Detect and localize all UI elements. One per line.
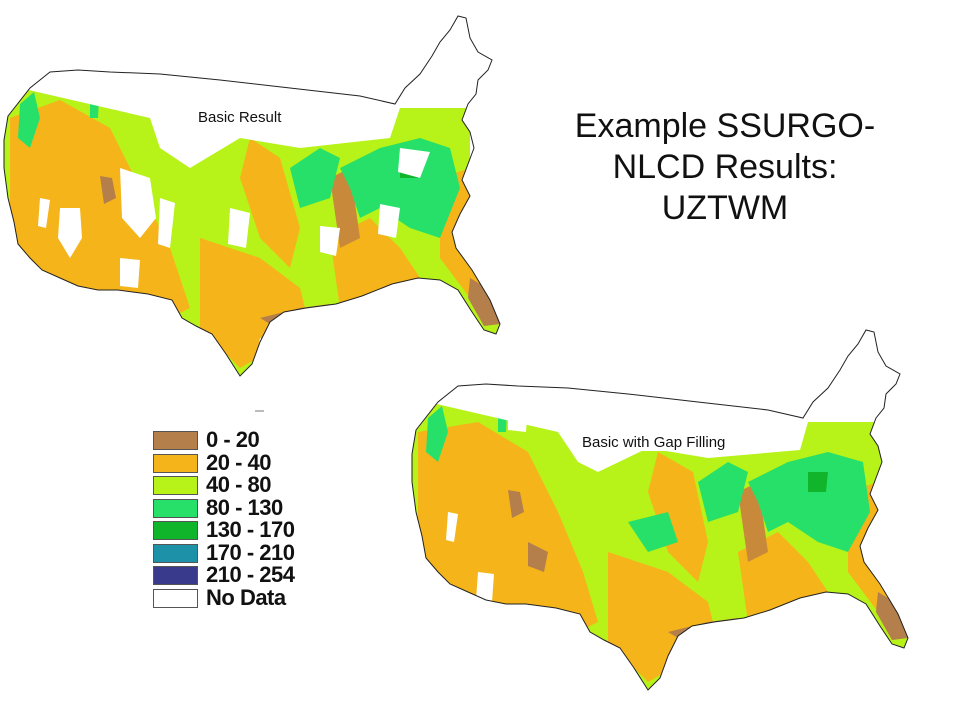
- legend-label: 40 - 80: [206, 472, 272, 497]
- legend-item: 80 - 130: [153, 494, 333, 520]
- legend-item: 0 - 20: [153, 427, 333, 452]
- legend-swatch: [153, 431, 198, 450]
- map-label-gap-filling: Basic with Gap Filling: [582, 434, 726, 451]
- title-line-1: Example SSURGO-: [574, 107, 876, 145]
- legend-item: 210 - 254: [153, 562, 333, 587]
- us-map-basic: [3, 15, 501, 377]
- legend-item: 40 - 80: [153, 472, 333, 497]
- basic-result-map: Basic Result: [0, 8, 520, 388]
- legend-top-mark: [255, 410, 264, 418]
- legend-swatch: [153, 566, 198, 585]
- legend-label: 130 - 170: [206, 517, 295, 542]
- legend-label: 170 - 210: [206, 539, 295, 565]
- legend-label: 210 - 254: [206, 562, 295, 587]
- title-line-2: NLCD Results:: [612, 148, 838, 186]
- legend-item: No Data: [153, 584, 333, 610]
- legend-swatch: [153, 543, 198, 563]
- legend-swatch: [153, 453, 198, 473]
- slide-title: Example SSURGO- NLCD Results: UZTWM: [555, 106, 895, 229]
- title-line-3: UZTWM: [661, 189, 789, 227]
- legend-swatch: [153, 476, 198, 495]
- gap-filling-map: Basic with Gap Filling: [408, 322, 928, 702]
- legend-label: 20 - 40: [206, 449, 272, 475]
- legend-label: 80 - 130: [206, 494, 283, 520]
- legend-item: 130 - 170: [153, 517, 333, 542]
- map-label-basic: Basic Result: [198, 109, 282, 126]
- legend-item: 20 - 40: [153, 449, 333, 475]
- legend-label: 0 - 20: [206, 427, 260, 452]
- us-map-gap-filled: [411, 329, 909, 691]
- legend-swatch: [153, 588, 198, 608]
- legend-item: 170 - 210: [153, 539, 333, 565]
- legend-label: No Data: [206, 584, 286, 610]
- legend-swatch: [153, 521, 198, 540]
- legend-swatch: [153, 498, 198, 518]
